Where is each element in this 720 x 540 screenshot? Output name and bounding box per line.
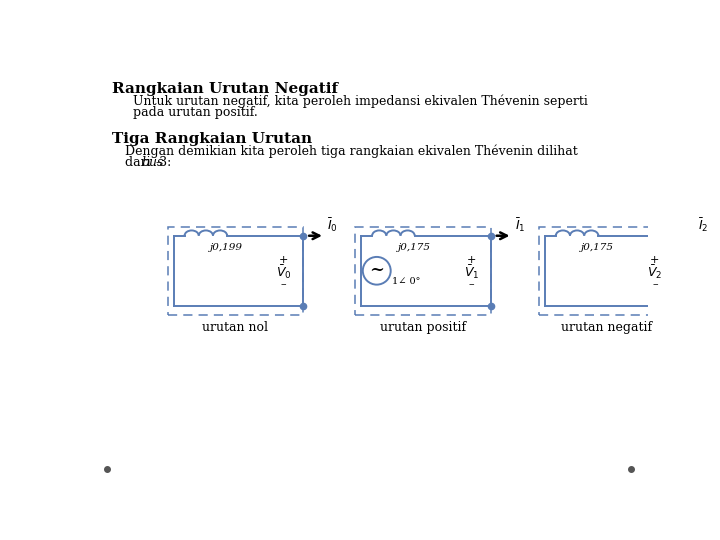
Text: Tiga Rangkaian Urutan: Tiga Rangkaian Urutan — [112, 132, 312, 146]
Text: $\bar{I}_{0}$: $\bar{I}_{0}$ — [327, 217, 338, 234]
Text: urutan negatif: urutan negatif — [561, 321, 652, 334]
Text: –: – — [469, 280, 474, 289]
Bar — [355, 226, 490, 315]
Text: Untuk urutan negatif, kita peroleh impedansi ekivalen Thévenin seperti: Untuk urutan negatif, kita peroleh imped… — [132, 95, 588, 109]
Text: +: + — [467, 255, 476, 265]
Text: –: – — [281, 280, 287, 289]
Text: $\bar{V}_{1}$: $\bar{V}_{1}$ — [464, 264, 479, 281]
Text: j0,175: j0,175 — [581, 244, 614, 252]
Text: –: – — [652, 280, 658, 289]
Text: $\bar{I}_{2}$: $\bar{I}_{2}$ — [698, 217, 708, 234]
Bar — [168, 226, 303, 315]
Text: ~: ~ — [369, 261, 384, 279]
Bar — [539, 226, 675, 315]
Text: pada urutan positif.: pada urutan positif. — [132, 106, 257, 119]
Text: 1∠ 0°: 1∠ 0° — [392, 277, 420, 286]
Text: $\bar{I}_{1}$: $\bar{I}_{1}$ — [515, 217, 526, 234]
Text: j0,175: j0,175 — [397, 244, 431, 252]
Text: +: + — [279, 255, 289, 265]
Text: $\bar{V}_{0}$: $\bar{V}_{0}$ — [276, 264, 292, 281]
Text: +: + — [650, 255, 660, 265]
Text: bus: bus — [142, 156, 164, 168]
Text: urutan nol: urutan nol — [202, 321, 269, 334]
Text: j0,199: j0,199 — [210, 244, 243, 252]
Text: urutan positif: urutan positif — [380, 321, 466, 334]
Text: Rangkaian Urutan Negatif: Rangkaian Urutan Negatif — [112, 82, 338, 96]
Text: dari: dari — [125, 156, 155, 168]
Text: Dengan demikian kita peroleh tiga rangkaian ekivalen Thévenin dilihat: Dengan demikian kita peroleh tiga rangka… — [125, 145, 577, 158]
Text: $\bar{V}_{2}$: $\bar{V}_{2}$ — [647, 264, 662, 281]
Text: -3:: -3: — [156, 156, 172, 168]
